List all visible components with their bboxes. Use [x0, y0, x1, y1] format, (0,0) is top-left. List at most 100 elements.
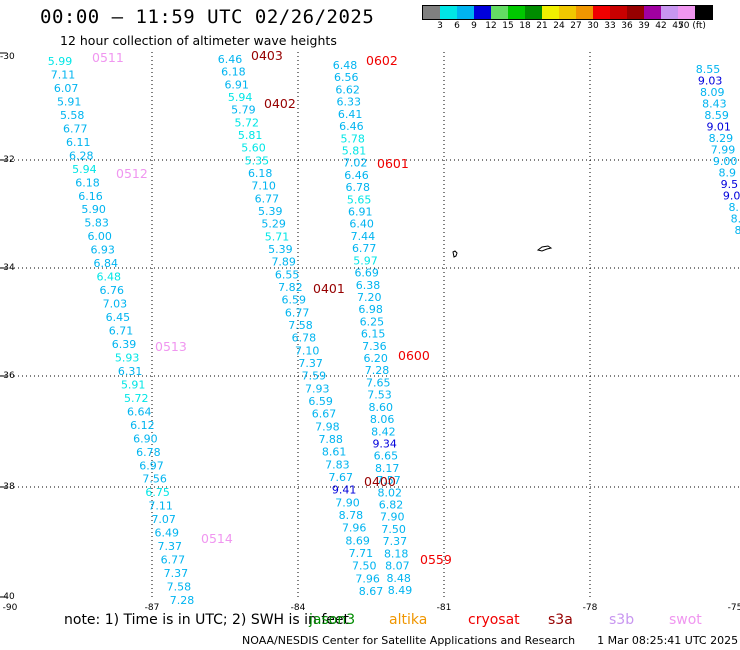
satellite-legend-item: swot [669, 612, 702, 628]
satellite-legend-item: cryosat [468, 612, 520, 628]
wave-height-value: 9.00 [713, 155, 738, 168]
wave-height-value: 6.18 [221, 66, 246, 79]
wave-height-value: 5.81 [238, 129, 263, 142]
pass-labels: 0511 0512 0513 0514 0403 0402 0401 0400 0602 0601… [92, 48, 452, 567]
wave-height-value: 7.99 [711, 144, 736, 157]
color-swatch [661, 6, 678, 19]
wave-height-value: 6.84 [94, 257, 119, 270]
wave-height-value: 8. [728, 201, 739, 214]
pass-label: 0512 [116, 166, 148, 181]
wave-height-value: 7.07 [151, 513, 176, 526]
wave-height-value: 7.88 [318, 433, 343, 446]
color-swatch [627, 6, 644, 19]
wave-height-value: 8.55 [696, 63, 721, 76]
wave-height-value: 8.61 [322, 446, 347, 459]
wave-height-value: 6.77 [255, 192, 280, 205]
wave-height-value: 5.90 [81, 203, 106, 216]
wave-height-value: 6.15 [361, 328, 386, 341]
island-shape [452, 250, 458, 258]
wave-height-value: 7.10 [251, 180, 276, 193]
latitude-label: -32 [0, 155, 15, 165]
wave-height-value: 7.71 [349, 547, 374, 560]
wave-height-value: 6.28 [69, 149, 94, 162]
wave-height-value: 8. [731, 213, 740, 226]
wave-height-value: 6.64 [127, 405, 152, 418]
wave-height-value: 6.59 [282, 294, 307, 307]
longitude-label: -75 [727, 603, 740, 613]
wave-height-value: 7.65 [366, 376, 391, 389]
wave-height-value: 8.48 [386, 572, 411, 585]
wave-height-value: 6.39 [112, 338, 137, 351]
color-swatch [457, 6, 474, 19]
color-scale-label: 33 [604, 21, 616, 31]
wave-height-value: 5.94 [72, 163, 97, 176]
wave-height-value: 7.98 [315, 420, 340, 433]
wave-height-value: 5.58 [60, 109, 85, 122]
color-scale-label: 70 (ft) [678, 21, 706, 31]
wave-height-value: 7.02 [343, 157, 368, 170]
color-scale-label: 24 [553, 21, 565, 31]
wave-height-value: 6.78 [346, 181, 371, 194]
wave-height-value: 5.91 [57, 95, 82, 108]
wave-height-value: 7.50 [381, 523, 406, 536]
longitude-label: -81 [436, 603, 452, 613]
satellite-legend-item: s3a [548, 612, 573, 628]
wave-height-value: 6.78 [136, 446, 161, 459]
wave-height-value: 5.99 [48, 55, 73, 68]
credit-text: NOAA/NESDIS Center for Satellite Applica… [242, 634, 576, 647]
wave-height-value: 7.57 [376, 474, 401, 487]
pass-label: 0403 [251, 48, 283, 63]
wave-height-value: 5.65 [347, 193, 372, 206]
wave-height-value: 8.18 [384, 547, 409, 560]
wave-height-value: 6.59 [308, 395, 333, 408]
latitude-label: -36 [0, 371, 15, 381]
chart-subtitle: 12 hour collection of altimeter wave hei… [60, 33, 337, 48]
wave-height-value: 7.37 [158, 540, 183, 553]
color-scale-label: 45 [672, 21, 684, 31]
wave-height-value: 7.90 [380, 511, 405, 524]
wave-height-value: 7.37 [383, 535, 408, 548]
pass-label: 0402 [264, 96, 296, 111]
wave-height-value: 6.75 [145, 486, 170, 499]
wave-height-value: 6.77 [63, 122, 88, 135]
wave-height-value: 8.69 [345, 534, 370, 547]
wave-height-value: 8.59 [704, 109, 729, 122]
wave-height-value: 5.39 [258, 205, 283, 218]
wave-height-value: 6.91 [348, 206, 373, 219]
wave-height-value: 8.43 [702, 98, 727, 111]
wave-height-value: 6.55 [275, 268, 300, 281]
wave-height-value: 8 [735, 224, 740, 237]
wave-height-value: 6.77 [161, 554, 186, 567]
wave-height-value: 6.46 [218, 53, 243, 66]
pass-label: 0513 [155, 339, 187, 354]
wave-height-value: 8.06 [370, 413, 395, 426]
altimeter-tracks: 5.997.116.075.915.586.776.116.285.946.18… [48, 53, 740, 607]
wave-height-value: 5.97 [353, 254, 378, 267]
wave-height-value: 6.18 [75, 176, 100, 189]
wave-height-value: 5.72 [235, 116, 260, 129]
wave-height-value: 7.96 [355, 572, 380, 585]
wave-height-value: 6.31 [118, 365, 143, 378]
wave-height-value: 7.37 [298, 357, 323, 370]
wave-height-value: 7.58 [288, 319, 313, 332]
longitude-label: -78 [582, 603, 598, 613]
wave-height-value: 6.78 [292, 332, 317, 345]
color-swatch [678, 6, 695, 19]
wave-height-value: 9.34 [372, 438, 397, 451]
wave-height-value: 7.37 [164, 567, 189, 580]
satellite-legend-item: altika [389, 612, 428, 628]
wave-height-value: 5.39 [268, 243, 293, 256]
pass-label: 0514 [201, 531, 233, 546]
color-scale-label: 36 [621, 21, 633, 31]
color-swatch [525, 6, 542, 19]
wave-height-value: 6.41 [338, 108, 363, 121]
color-scale-label: 30 [587, 21, 599, 31]
color-scale-label: 15 [502, 21, 514, 31]
wave-height-value: 7.28 [365, 364, 390, 377]
satellite-legend-item: s3b [609, 612, 635, 628]
wave-height-value: 7.93 [305, 382, 330, 395]
wave-height-value: 6.76 [100, 284, 125, 297]
color-swatch [695, 6, 712, 19]
wave-height-value: 7.36 [362, 340, 387, 353]
